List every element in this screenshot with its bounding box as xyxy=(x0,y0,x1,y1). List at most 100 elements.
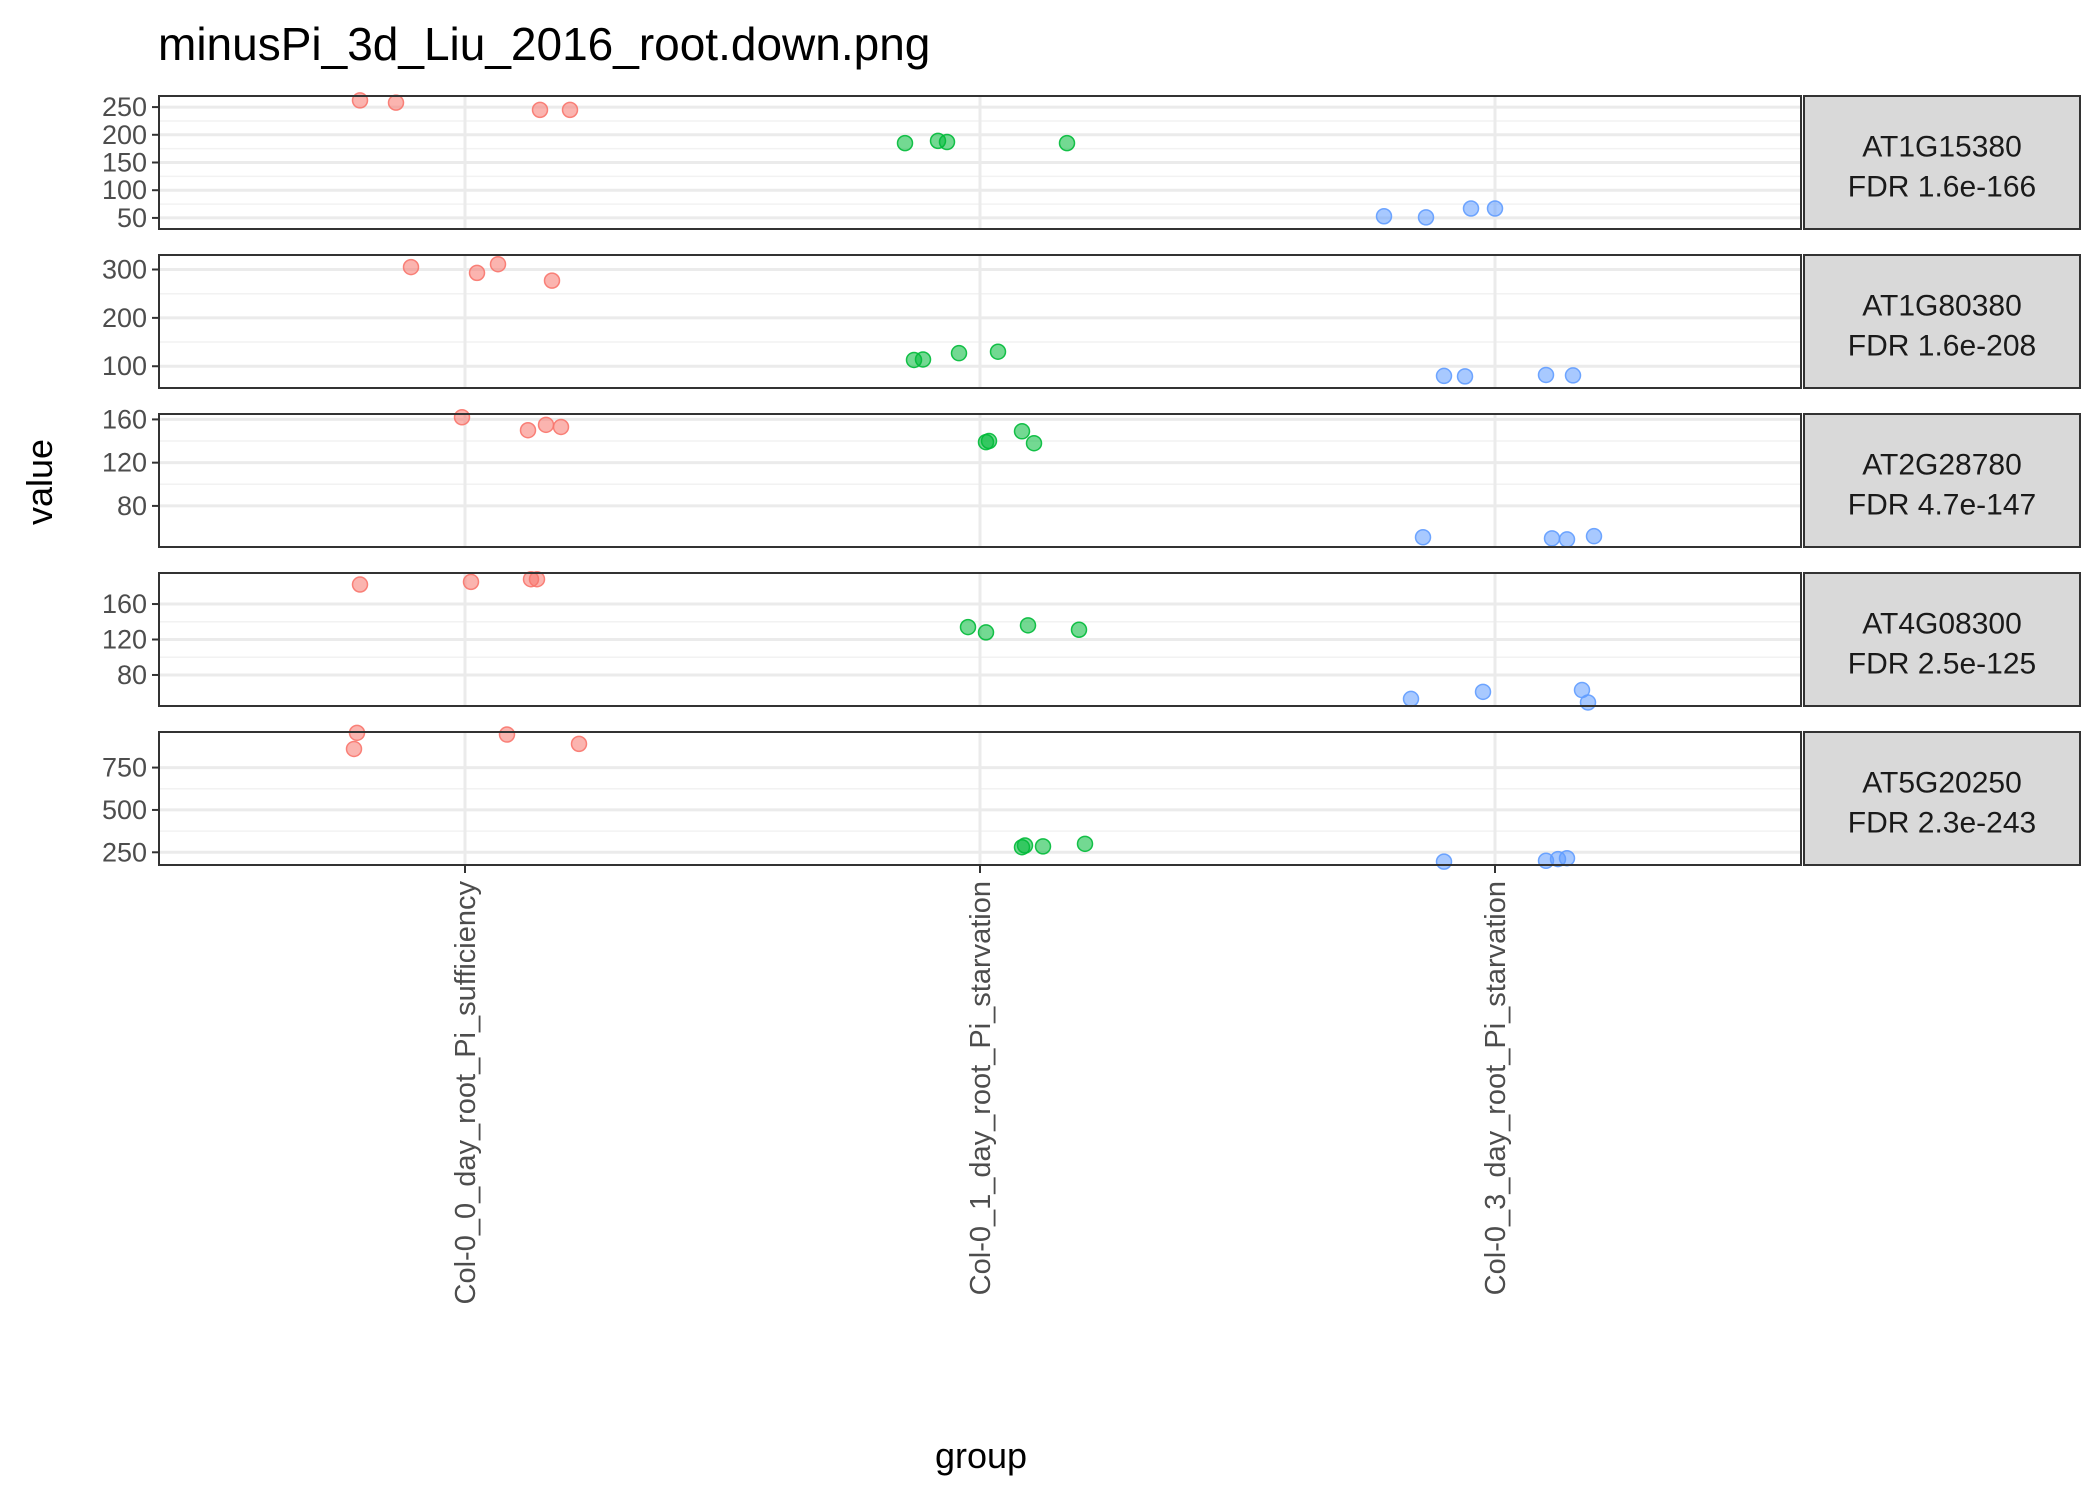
data-point xyxy=(1070,621,1088,638)
data-point xyxy=(1486,200,1504,217)
facet-strip-fdr: FDR 1.6e-166 xyxy=(1848,171,2036,204)
data-point xyxy=(402,258,420,276)
y-tick-label: 160 xyxy=(102,404,147,434)
facet-strip-fdr: FDR 2.5e-125 xyxy=(1848,648,2036,681)
data-point xyxy=(1462,200,1480,217)
y-tick-label: 150 xyxy=(102,148,147,178)
facet-strip xyxy=(1803,572,2081,707)
data-point xyxy=(498,726,516,743)
y-tick-label: 500 xyxy=(102,795,147,825)
data-points xyxy=(402,255,1582,385)
chart-title: minusPi_3d_Liu_2016_root.down.png xyxy=(158,18,930,70)
facet-panel: 80 120 160 AT2G28780 FDR 4.7e-147 xyxy=(102,404,2081,548)
data-point xyxy=(1076,835,1094,853)
data-point xyxy=(1375,208,1393,225)
data-point xyxy=(1564,367,1582,384)
y-tick-label: 250 xyxy=(102,837,147,867)
data-point xyxy=(989,343,1007,360)
data-point xyxy=(950,344,968,362)
data-point xyxy=(351,576,369,593)
y-tick-label: 80 xyxy=(117,491,147,521)
data-point xyxy=(462,573,480,591)
data-point xyxy=(1435,853,1453,870)
y-tick-label: 120 xyxy=(102,625,147,655)
facet-strip-gene: AT2G28780 xyxy=(1862,449,2022,482)
data-point xyxy=(1435,367,1453,385)
data-point xyxy=(1579,694,1597,711)
data-points xyxy=(453,408,1603,548)
data-point xyxy=(528,570,546,588)
data-point xyxy=(1585,527,1603,545)
data-point xyxy=(1474,683,1492,701)
facet-strip-fdr: FDR 2.3e-243 xyxy=(1848,807,2036,840)
data-point xyxy=(1537,366,1555,384)
facet-panel: 80 120 160 AT4G08300 FDR 2.5e-125 xyxy=(102,570,2081,711)
y-tick-label: 750 xyxy=(102,753,147,783)
facet-strip-fdr: FDR 4.7e-147 xyxy=(1848,489,2036,522)
data-point xyxy=(537,416,555,434)
facet-panel: 250 500 750 AT5G20250 FDR 2.3e-243 xyxy=(102,724,2081,870)
y-tick-label: 100 xyxy=(102,351,147,381)
data-point xyxy=(1543,530,1561,547)
panel-border xyxy=(158,413,1802,548)
data-point xyxy=(489,255,507,273)
data-point xyxy=(914,351,932,368)
x-tick-label: Col-0_1_day_root_Pi_starvation xyxy=(965,881,997,1295)
data-point xyxy=(1414,529,1432,546)
data-point xyxy=(468,264,486,282)
y-tick-label: 200 xyxy=(102,120,147,150)
data-point xyxy=(570,735,588,753)
data-point xyxy=(938,133,956,151)
data-point xyxy=(977,624,995,641)
facet-strip-fdr: FDR 1.6e-208 xyxy=(1848,330,2036,363)
data-point xyxy=(1034,838,1052,855)
data-point xyxy=(543,272,561,289)
y-axis-title: value xyxy=(19,439,60,525)
data-point xyxy=(980,432,998,450)
facet-strip xyxy=(1803,413,2081,548)
data-point xyxy=(1558,849,1576,867)
data-point xyxy=(1558,531,1576,548)
facet-panel: 100 200 300 AT1G80380 FDR 1.6e-208 xyxy=(102,254,2081,389)
data-points xyxy=(351,92,1504,226)
data-point xyxy=(519,421,537,439)
y-tick-label: 200 xyxy=(102,303,147,333)
y-tick-label: 250 xyxy=(102,92,147,122)
data-point xyxy=(959,618,977,636)
y-tick-label: 100 xyxy=(102,175,147,205)
x-tick-label: Col-0_0_day_root_Pi_sufficiency xyxy=(450,881,482,1305)
data-point xyxy=(1402,690,1420,708)
facet-strip-gene: AT1G15380 xyxy=(1862,131,2022,164)
data-point xyxy=(552,418,570,436)
facet-strip-gene: AT5G20250 xyxy=(1862,767,2022,800)
y-tick-label: 300 xyxy=(102,255,147,285)
data-point xyxy=(1456,368,1474,385)
x-tick-label: Col-0_3_day_root_Pi_starvation xyxy=(1480,881,1512,1295)
facet-strip xyxy=(1803,254,2081,389)
x-axis: Col-0_0_day_root_Pi_sufficiency Col-0_1_d… xyxy=(450,865,1512,1304)
panel-border xyxy=(158,95,1802,230)
panel-border xyxy=(158,572,1802,707)
data-point xyxy=(1013,423,1031,440)
x-axis-title: group xyxy=(935,1435,1027,1476)
data-point xyxy=(1417,209,1435,226)
data-point xyxy=(531,101,549,119)
panel-border xyxy=(158,254,1802,389)
data-point xyxy=(1016,837,1034,854)
y-tick-label: 80 xyxy=(117,660,147,690)
data-points xyxy=(351,570,1597,711)
data-point xyxy=(896,134,914,152)
y-tick-label: 50 xyxy=(117,203,147,233)
y-tick-label: 160 xyxy=(102,589,147,619)
facet-strip xyxy=(1803,95,2081,230)
y-tick-label: 120 xyxy=(102,448,147,478)
facet-strip xyxy=(1803,731,2081,866)
data-point xyxy=(345,740,363,758)
data-point xyxy=(453,408,471,426)
facet-strip-gene: AT4G08300 xyxy=(1862,608,2022,641)
facet-strip-gene: AT1G80380 xyxy=(1862,290,2022,323)
data-point xyxy=(1025,434,1043,452)
